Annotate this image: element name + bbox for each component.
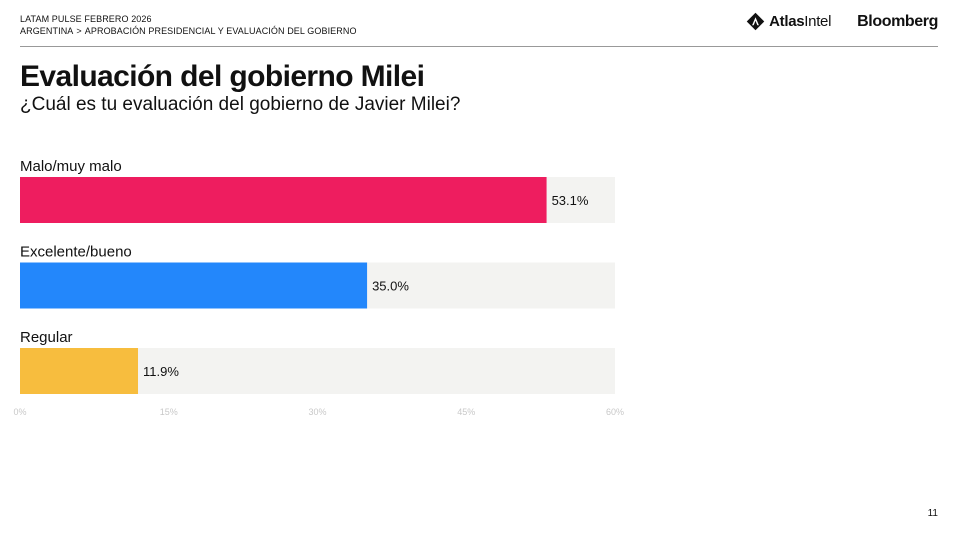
header-divider (20, 46, 938, 47)
page-number: 11 (927, 508, 938, 519)
atlasintel-logo: AtlasIntel (746, 12, 831, 31)
page-title: Evaluación del gobierno Milei (20, 60, 425, 93)
x-tick-label: 60% (606, 407, 624, 417)
bar-value-label: 35.0% (372, 279, 409, 294)
breadcrumb-country: ARGENTINA (20, 26, 74, 36)
breadcrumb-separator: > (76, 26, 82, 36)
x-tick-label: 45% (457, 407, 475, 417)
bar (20, 262, 368, 309)
atlasintel-mark-icon (746, 12, 765, 31)
breadcrumb-topic: APROBACIÓN PRESIDENCIAL Y EVALUACIÓN DEL… (84, 26, 357, 36)
page-subtitle: ¿Cuál es tu evaluación del gobierno de J… (20, 94, 461, 115)
x-tick-label: 30% (308, 407, 326, 417)
atlasintel-wordmark: AtlasIntel (769, 13, 832, 30)
bar-value-label: 11.9% (143, 364, 179, 379)
bar-category-label: Malo/muy malo (20, 158, 122, 175)
bar-category-label: Excelente/bueno (20, 244, 132, 261)
bar-category-label: Regular (20, 329, 73, 346)
breadcrumb: ARGENTINA > APROBACIÓN PRESIDENCIAL Y EVAL… (20, 25, 357, 37)
bar (20, 348, 139, 394)
logo-group: AtlasIntel Bloomberg (746, 12, 938, 31)
x-tick-label: 0% (13, 407, 26, 417)
bloomberg-logo: Bloomberg (857, 12, 938, 30)
x-tick-label: 15% (160, 407, 178, 417)
bar-chart: Malo/muy malo 53.1% Excelente/bueno 35.0% Re… (13, 158, 624, 417)
report-header: LATAM PULSE FEBRERO 2026 ARGENTINA > APROB… (20, 13, 357, 37)
report-name: LATAM PULSE FEBRERO 2026 (20, 14, 152, 24)
bar-value-label: 53.1% (552, 193, 589, 208)
bar (20, 177, 547, 223)
